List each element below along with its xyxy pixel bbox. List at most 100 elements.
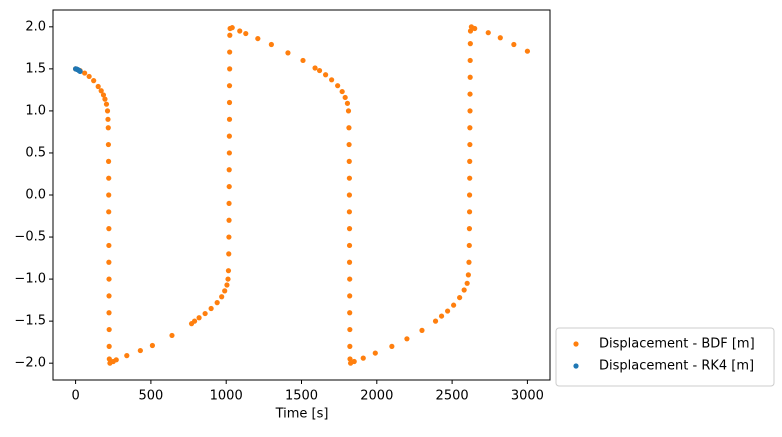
point [105, 125, 111, 131]
point [196, 315, 202, 321]
point [103, 101, 110, 107]
point [106, 276, 112, 282]
point [106, 259, 112, 265]
y-tick-label: −0.5 [14, 230, 46, 245]
point [226, 83, 233, 89]
point [227, 49, 233, 55]
point [461, 287, 467, 293]
point [342, 94, 348, 101]
point [229, 25, 235, 31]
point [346, 192, 352, 198]
point [347, 276, 353, 282]
point [106, 293, 112, 299]
point [219, 294, 225, 300]
point [466, 259, 472, 265]
legend-label: Displacement - RK4 [m] [599, 359, 754, 374]
x-tick-label: 1000 [210, 389, 243, 404]
point [227, 66, 233, 72]
point [346, 175, 352, 181]
point [226, 183, 232, 190]
legend-marker [573, 341, 579, 347]
point [465, 272, 471, 278]
point [226, 150, 232, 156]
point [347, 343, 353, 349]
point [191, 318, 198, 324]
point [226, 167, 232, 173]
point [208, 305, 214, 312]
point [104, 108, 111, 114]
point [98, 88, 104, 94]
point [346, 125, 352, 131]
point [347, 293, 353, 299]
point [346, 259, 353, 265]
point [347, 326, 353, 333]
legend-box [555, 327, 775, 387]
point [404, 336, 410, 342]
point [227, 32, 233, 38]
x-axis-label: Time [s] [275, 407, 329, 422]
point [113, 357, 119, 363]
point [102, 96, 108, 102]
point [226, 116, 233, 122]
point [432, 318, 439, 324]
point [467, 91, 473, 97]
point [346, 226, 353, 232]
point [466, 192, 473, 198]
point [124, 353, 130, 359]
point [467, 158, 473, 164]
point [243, 30, 249, 37]
point [467, 57, 473, 64]
point [106, 343, 112, 349]
point [105, 116, 111, 122]
point [105, 158, 112, 164]
legend-label: Displacement - BDF [m] [599, 337, 755, 352]
point [285, 50, 291, 56]
point [100, 92, 107, 98]
point [255, 35, 261, 42]
point [169, 332, 175, 339]
point [346, 141, 352, 148]
point [106, 192, 112, 198]
point [467, 125, 473, 131]
point [346, 242, 353, 249]
point [329, 77, 335, 83]
x-tick-label: 1500 [285, 389, 318, 404]
point [226, 234, 232, 240]
point [77, 68, 83, 74]
point [467, 141, 473, 148]
point [467, 74, 473, 80]
point [237, 28, 243, 34]
point [106, 356, 112, 362]
point [372, 350, 378, 356]
point [225, 276, 231, 282]
point [389, 343, 395, 349]
point [497, 35, 503, 41]
point [222, 288, 228, 294]
point [106, 226, 112, 232]
y-tick-label: 0.5 [25, 145, 46, 160]
point [86, 73, 92, 80]
point [322, 72, 329, 78]
point [464, 280, 470, 286]
point [300, 57, 306, 64]
legend-marker [573, 363, 579, 369]
x-tick-label: 500 [138, 389, 163, 404]
point [339, 88, 345, 95]
point [467, 175, 473, 181]
y-tick-label: 0.0 [25, 188, 46, 203]
point [346, 209, 352, 215]
point [106, 242, 112, 249]
point [312, 65, 318, 71]
point [149, 342, 155, 349]
point [268, 41, 274, 48]
point [82, 70, 88, 76]
point [524, 48, 531, 54]
point [347, 310, 353, 316]
y-tick-label: −1.0 [14, 272, 46, 287]
point [457, 294, 463, 301]
point [226, 133, 232, 139]
point [202, 310, 208, 317]
point [344, 100, 351, 106]
point [91, 78, 97, 84]
